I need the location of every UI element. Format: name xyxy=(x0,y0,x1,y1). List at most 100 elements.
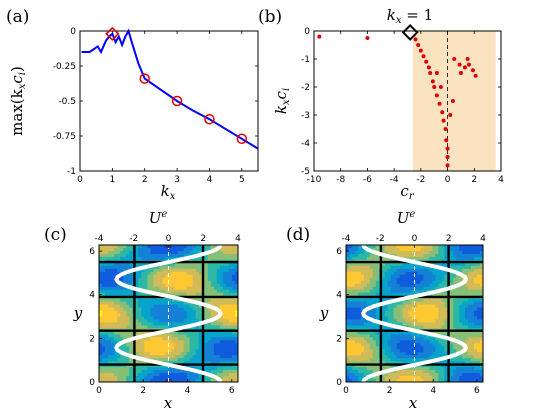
panel-d-field-cell xyxy=(387,355,392,359)
panel-c-field-cell xyxy=(147,355,151,359)
panel-c-field-cell xyxy=(102,307,106,311)
panel-c-field-cell xyxy=(147,364,151,368)
panel-d-field-cell xyxy=(459,304,463,308)
panel-c-field-cell xyxy=(99,271,103,276)
panel-c-field-cell xyxy=(177,346,181,350)
panel-d-field-cell xyxy=(456,346,460,350)
panel-c-field-cell xyxy=(105,298,109,302)
panel-d-field-cell xyxy=(351,250,356,255)
panel-d-field-cell xyxy=(396,277,401,282)
panel-d-field-cell xyxy=(465,310,469,314)
panel-d-field-cell xyxy=(462,337,466,341)
panel-c-field-cell xyxy=(117,277,121,282)
panel-c-field-cell xyxy=(123,337,127,341)
panel-d-field-cell xyxy=(408,325,412,329)
panel-c-field-cell xyxy=(126,298,130,302)
panel-c-field-cell xyxy=(225,271,230,276)
panel-c-field-cell xyxy=(204,376,209,380)
panel-c-field-cell xyxy=(219,304,224,308)
panel-d-field-cell xyxy=(346,304,350,308)
panel-c-field-cell xyxy=(156,379,160,383)
panel-c-field-cell xyxy=(108,274,112,279)
panel-c-field-cell xyxy=(183,343,188,347)
panel-d-field-cell xyxy=(450,301,454,305)
panel-c-field-cell xyxy=(141,271,145,276)
panel-d-field-cell xyxy=(390,364,395,368)
panel-c-field-cell xyxy=(222,373,227,377)
panel-d-field-cell xyxy=(357,271,362,276)
panel-c-field-cell xyxy=(186,247,191,252)
panel-c-field-cell xyxy=(99,373,103,377)
panel-c-field-cell xyxy=(153,358,157,362)
panel-c-field-cell xyxy=(153,343,157,347)
panel-b-ytick-label: -4 xyxy=(301,139,310,149)
panel-d-field-cell xyxy=(438,268,442,273)
panel-c-field-cell xyxy=(189,352,194,356)
panel-c-field-cell xyxy=(213,355,218,359)
panel-c-field-cell xyxy=(234,364,239,368)
panel-c-field-cell xyxy=(189,358,194,362)
panel-d-field-cell xyxy=(468,355,472,359)
panel-c-field-cell xyxy=(228,256,233,261)
panel-c-field-cell xyxy=(231,364,236,368)
panel-c-field-cell xyxy=(207,310,212,314)
panel-c-field-cell xyxy=(180,322,185,326)
panel-d-field-cell xyxy=(384,274,389,279)
panel-c-field-cell xyxy=(195,286,200,291)
panel-d-field-cell xyxy=(366,379,371,383)
panel-c-field-cell xyxy=(183,316,188,320)
panel-d-field-cell xyxy=(429,319,433,323)
panel-d-field-cell xyxy=(474,355,478,359)
panel-c-field-cell xyxy=(231,370,236,374)
panel-d-field-cell xyxy=(444,247,448,252)
panel-c-field-cell xyxy=(189,250,194,255)
panel-c-field-cell xyxy=(165,337,169,341)
panel-c-field-cell xyxy=(192,277,197,282)
panel-c-field-cell xyxy=(207,367,212,371)
panel-d-field-cell xyxy=(402,313,406,317)
panel-c-field-cell xyxy=(210,274,215,279)
panel-c-field-cell xyxy=(111,379,115,383)
panel-d-field-cell xyxy=(390,358,395,362)
panel-c-field-cell xyxy=(99,322,103,326)
panel-d-field-cell xyxy=(375,337,380,341)
panel-b-point xyxy=(452,57,457,61)
panel-d-field-cell xyxy=(438,250,442,255)
panel-c-field-cell xyxy=(204,277,209,282)
panel-c-field-cell xyxy=(135,331,139,335)
panel-c-field-cell xyxy=(162,310,166,314)
panel-c-field-cell xyxy=(177,265,181,270)
panel-c-field-cell xyxy=(120,265,124,270)
panel-c-field-cell xyxy=(204,355,209,359)
panel-c-field-cell xyxy=(198,283,203,288)
panel-c-field-cell xyxy=(222,310,227,314)
panel-c-field-cell xyxy=(156,352,160,356)
panel-d-field-cell xyxy=(393,283,398,288)
panel-c-field-cell xyxy=(210,379,215,383)
panel-d-field-cell xyxy=(346,337,350,341)
panel-d-field-cell xyxy=(393,370,398,374)
panel-d-field-cell xyxy=(381,319,386,323)
panel-c-field-cell xyxy=(222,247,227,252)
panel-d-field-cell xyxy=(459,245,463,249)
panel-c-field-cell xyxy=(159,298,163,302)
panel-b-point xyxy=(445,155,450,159)
panel-d-field-cell xyxy=(346,298,350,302)
panel-d-field-cell xyxy=(387,325,392,329)
panel-c-field-cell xyxy=(225,358,230,362)
panel-d-field-cell xyxy=(387,331,392,335)
panel-d-field-cell xyxy=(366,343,371,347)
panel-d-field-cell xyxy=(351,304,356,308)
panel-c-field-cell xyxy=(234,376,239,380)
panel-c-field-cell xyxy=(222,352,227,356)
panel-c-field-cell xyxy=(189,304,194,308)
panel-c-field-cell xyxy=(228,331,233,335)
panel-d-field-cell xyxy=(435,316,439,320)
panel-d-field-cell xyxy=(423,376,427,380)
panel-c-field-cell xyxy=(207,262,212,267)
panel-d-field-cell xyxy=(348,283,353,288)
panel-d-field-cell xyxy=(411,277,415,282)
panel-c-field-cell xyxy=(234,322,239,326)
panel-d-field-cell xyxy=(348,340,353,344)
panel-d-field-cell xyxy=(396,364,401,368)
